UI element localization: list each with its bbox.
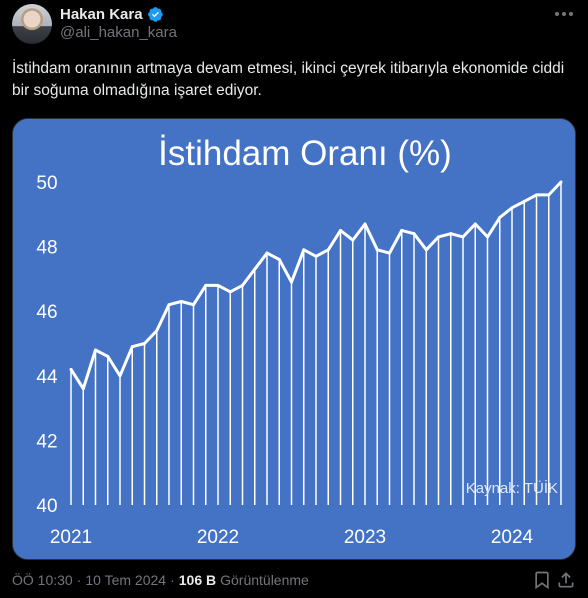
data-point	[424, 248, 428, 252]
data-point	[167, 303, 171, 307]
data-point	[547, 193, 551, 197]
data-point	[326, 248, 330, 252]
tweet-text: İstihdam oranının artmaya devam etmesi, …	[12, 60, 565, 99]
data-point	[314, 254, 318, 258]
data-point	[473, 222, 477, 226]
chart-background	[13, 119, 575, 559]
data-point	[94, 348, 97, 352]
avatar[interactable]	[12, 4, 52, 44]
data-point	[363, 222, 367, 226]
y-tick-label: 40	[36, 496, 57, 517]
data-point	[510, 206, 514, 210]
share-icon[interactable]	[556, 570, 576, 590]
data-point	[412, 232, 416, 236]
y-tick-label: 48	[36, 238, 57, 259]
data-point	[228, 290, 232, 294]
data-point	[179, 300, 183, 304]
data-point	[388, 251, 391, 255]
data-point	[559, 180, 563, 184]
author-handle[interactable]: @ali_hakan_kara	[60, 24, 177, 41]
data-point	[265, 251, 269, 255]
meta-separator: ·	[76, 572, 82, 588]
data-point	[277, 258, 281, 262]
views-label: Görüntülenme	[220, 572, 309, 588]
data-point	[351, 238, 355, 242]
y-tick-label: 46	[36, 302, 57, 323]
x-tick-label: 2021	[50, 527, 92, 548]
data-point	[216, 283, 220, 287]
data-point	[375, 248, 379, 252]
data-point	[339, 228, 342, 232]
bookmark-icon[interactable]	[532, 570, 552, 590]
data-point	[498, 216, 502, 220]
meta-separator: ·	[170, 572, 175, 588]
data-point	[143, 342, 146, 345]
author-row: Hakan Kara	[60, 5, 164, 23]
data-point	[461, 235, 465, 239]
x-tick-label: 2022	[197, 527, 239, 548]
data-point	[449, 232, 453, 236]
data-point	[290, 280, 293, 284]
chart-source: Kaynak: TÜİK	[466, 479, 558, 497]
data-point	[118, 374, 122, 378]
y-tick-label: 50	[36, 173, 57, 194]
data-point	[106, 354, 110, 358]
tweet-date[interactable]: 10 Tem 2024	[85, 572, 167, 588]
employment-rate-chart: İstihdam Oranı (%) 40 42 44 46 48 50 2021 2022…	[13, 119, 575, 559]
author-name[interactable]: Hakan Kara	[60, 5, 143, 23]
x-tick-label: 2024	[491, 527, 534, 548]
y-tick-label: 44	[36, 367, 58, 388]
data-point	[400, 228, 404, 232]
data-point	[535, 193, 538, 197]
data-point	[130, 345, 134, 349]
chart-title: İstihdam Oranı (%)	[158, 134, 452, 173]
verified-badge-icon	[147, 6, 164, 23]
data-point	[486, 235, 489, 239]
tweet-meta: ÖÖ 10:30 · 10 Tem 2024 · 106 B Görüntüle…	[12, 572, 309, 588]
data-point	[81, 387, 85, 391]
x-tick-label: 2023	[344, 527, 386, 548]
more-options-icon[interactable]	[554, 4, 574, 24]
data-point	[522, 199, 526, 203]
data-point	[155, 329, 159, 333]
data-point	[69, 367, 73, 371]
data-point	[192, 303, 195, 307]
views-count: 106 B	[178, 572, 217, 588]
data-point	[204, 283, 208, 287]
data-point	[437, 235, 440, 239]
data-point	[302, 248, 306, 252]
tweet-time[interactable]: ÖÖ 10:30	[12, 572, 73, 588]
chart-image[interactable]: İstihdam Oranı (%) 40 42 44 46 48 50 2021 2022…	[12, 118, 576, 560]
data-point	[241, 283, 244, 287]
data-point	[253, 267, 257, 271]
y-tick-label: 42	[36, 431, 57, 452]
